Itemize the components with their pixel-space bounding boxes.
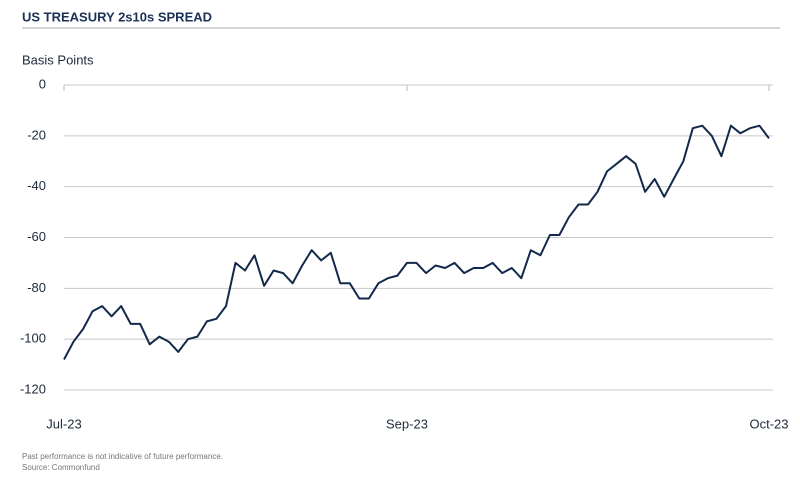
footnote: Past performance is not indicative of fu… <box>22 452 223 461</box>
source: Source: Commonfund <box>22 463 100 472</box>
y-tick-label: -80 <box>27 280 46 295</box>
x-tick-label: Sep-23 <box>386 416 428 431</box>
spread-line <box>63 124 770 360</box>
y-tick-label: 0 <box>39 76 46 91</box>
y-tick-label: -120 <box>20 381 46 396</box>
x-tick-label: Jul-23 <box>46 416 81 431</box>
y-tick-label: -100 <box>20 331 46 346</box>
y-tick-label: -60 <box>27 229 46 244</box>
chart-title: US TREASURY 2s10s SPREAD <box>22 9 212 24</box>
y-tick-label: -40 <box>27 178 46 193</box>
y-tick-label: -20 <box>27 127 46 142</box>
x-tick-label: Oct-23 <box>749 416 788 431</box>
y-axis-label: Basis Points <box>22 52 94 67</box>
